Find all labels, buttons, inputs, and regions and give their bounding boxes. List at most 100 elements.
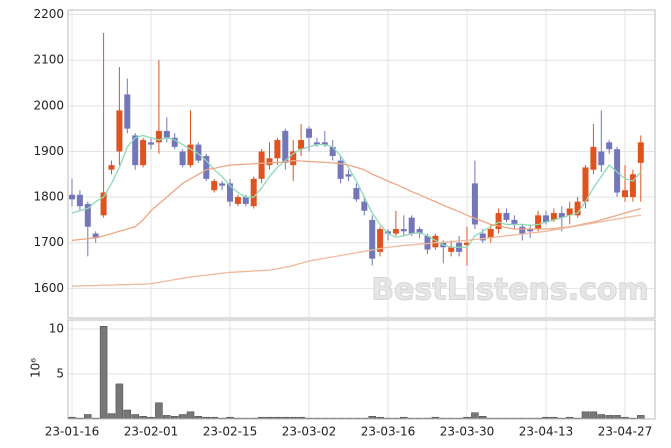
candle-body — [558, 213, 565, 218]
x-tick-label: 23-02-01 — [124, 425, 178, 439]
candle-body — [479, 233, 486, 241]
candle-body — [108, 165, 115, 170]
watermark: BestListens.com — [371, 273, 649, 308]
x-tick-label: 23-02-15 — [203, 425, 257, 439]
x-tick-label: 23-04-13 — [519, 425, 573, 439]
candle-body — [614, 149, 621, 193]
candle-body — [448, 247, 455, 252]
candle-body — [392, 229, 399, 234]
candle-body — [100, 192, 107, 216]
candle-body — [606, 142, 613, 150]
candle-body — [629, 174, 636, 198]
volume-bar — [123, 409, 132, 420]
volume-tick-label: 10 — [49, 322, 64, 336]
volume-frame — [67, 319, 656, 420]
candle-body — [290, 151, 297, 166]
y-tick-label: 1700 — [33, 235, 64, 249]
candle-body — [171, 137, 178, 147]
candle-body — [550, 213, 557, 220]
candle-body — [369, 219, 376, 259]
volume-axis-label: 10⁶ — [29, 358, 43, 378]
candle-body — [590, 146, 597, 170]
candle-body — [258, 151, 265, 179]
candle-body — [598, 151, 605, 166]
candle-body — [385, 231, 391, 234]
moving-average — [71, 159, 641, 242]
candle-body — [195, 144, 202, 161]
volume-bar — [186, 411, 195, 420]
candle-body — [535, 215, 542, 230]
candle-body — [345, 174, 352, 177]
candle-body — [416, 229, 423, 234]
volume-bar — [155, 402, 163, 420]
y-tick-label: 1600 — [33, 281, 64, 295]
candle-body — [432, 235, 439, 248]
volume-bar — [84, 414, 92, 420]
candle-body — [329, 146, 336, 157]
candle-body — [361, 201, 368, 211]
candle-body — [266, 158, 273, 166]
candle-body — [377, 229, 384, 252]
candle-body — [234, 197, 241, 204]
volume-bar — [637, 415, 645, 420]
volume-bar — [131, 414, 139, 420]
candle-body — [337, 160, 344, 179]
x-tick-label: 23-03-16 — [361, 425, 415, 439]
candle-body — [637, 142, 644, 163]
candle-body — [424, 235, 431, 250]
candle-body — [543, 215, 549, 223]
candle-body — [140, 140, 147, 166]
candle-body — [471, 183, 478, 225]
moving-average — [72, 214, 641, 287]
candle-body — [179, 151, 186, 166]
candle-body — [92, 233, 99, 239]
candle-body — [582, 167, 589, 202]
candle-body — [306, 128, 312, 138]
candle-body — [274, 140, 281, 159]
candle-body — [76, 194, 83, 207]
volume-bar — [115, 383, 124, 420]
candle-body — [527, 229, 534, 232]
candle-body — [187, 144, 194, 166]
candle-body — [227, 183, 233, 202]
volume-bar — [581, 411, 590, 420]
candle-body — [313, 142, 320, 145]
volume-tick-label: 5 — [56, 367, 64, 381]
volume-bar — [471, 412, 479, 420]
candle-body — [219, 183, 226, 186]
candle-body — [321, 142, 328, 145]
x-tick-label: 23-03-30 — [440, 425, 494, 439]
volume-bar — [178, 414, 187, 420]
candle-body — [242, 197, 249, 204]
plot-frame — [67, 9, 656, 319]
candle-body — [132, 135, 139, 166]
candle-body — [155, 130, 162, 143]
candle-body — [622, 190, 628, 198]
candle-body — [163, 130, 170, 138]
candle-body — [211, 181, 218, 191]
candle-body — [124, 94, 131, 129]
moving-average — [71, 134, 642, 248]
volume-bar — [605, 415, 613, 420]
candle-body — [574, 201, 581, 216]
candle-body — [282, 130, 289, 163]
candle-body — [511, 219, 518, 225]
volume-bar — [597, 414, 606, 420]
x-tick-label: 23-01-16 — [45, 425, 99, 439]
candle-body — [69, 194, 75, 200]
candle-body — [487, 229, 494, 239]
candle-body — [408, 217, 415, 234]
candle-body — [519, 226, 526, 234]
volume-bar — [99, 326, 108, 420]
candle-body — [495, 213, 502, 230]
candle-body — [503, 213, 510, 220]
candle-body — [148, 142, 154, 145]
x-tick-label: 23-04-27 — [598, 425, 652, 439]
candle-body — [298, 140, 305, 150]
y-tick-label: 1900 — [33, 144, 64, 158]
candle-body — [464, 242, 470, 245]
y-tick-label: 2100 — [33, 53, 64, 67]
volume-bar — [163, 415, 171, 420]
candle-body — [250, 178, 257, 207]
